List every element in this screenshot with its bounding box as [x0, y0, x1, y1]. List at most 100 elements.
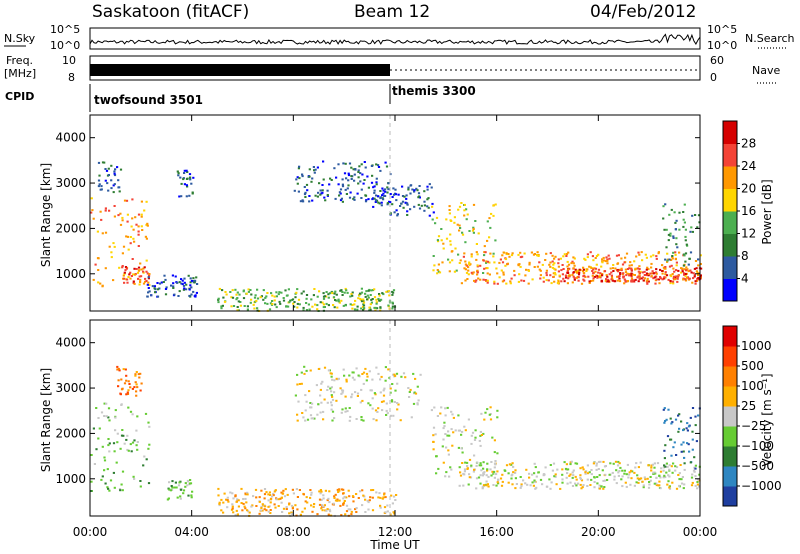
velocity-echo-cell-3-33	[313, 503, 316, 505]
velocity-echo-cell-6-14	[644, 478, 647, 481]
velocity-echo-cell-0-67	[121, 489, 124, 492]
power-echo-cell-8-7	[482, 272, 485, 274]
power-echo-cell-9-143	[663, 267, 666, 270]
velocity-echo-cell-4-2	[360, 416, 363, 418]
velocity-echo-cell-5-96	[449, 466, 452, 469]
nsearch-scale-bottom: 10^0	[707, 39, 737, 52]
power-echo-cell-8-77	[494, 203, 497, 206]
velocity-echo-cell-6-97	[643, 476, 646, 479]
power-echo-cell-10-187	[592, 277, 595, 280]
power-echo-cell-0-81	[133, 240, 136, 243]
velocity-echo-cell-3-52	[225, 498, 228, 501]
velocity-echo-cell-3-101	[281, 492, 284, 495]
power-echo-cell-9-189	[635, 255, 638, 258]
velocity-echo-cell-5-93	[460, 447, 463, 450]
power-echo-cell-10-37	[659, 268, 662, 271]
power-echo-cell-5-225	[351, 294, 354, 297]
power-echo-cell-5-137	[305, 297, 308, 300]
power-echo-cell-5-198	[368, 309, 371, 312]
power-echo-cell-5-112	[316, 308, 319, 311]
velocity-echo-cell-5-66	[461, 451, 464, 454]
velocity-echo-cell-4-29	[296, 383, 299, 386]
velocity-echo-cell-6-344	[648, 481, 651, 483]
power-echo-cell-5-58	[217, 301, 220, 304]
power-echo-cell-5-222	[274, 303, 277, 306]
velocity-y-axis-label: Slant Range [km]	[39, 368, 53, 472]
velocity-echo-cell-5-18	[435, 472, 438, 475]
power-echo-cell-3-41	[147, 276, 150, 279]
velocity-echo-cell-6-250	[535, 475, 538, 478]
power-echo-cell-10-110	[649, 272, 652, 275]
velocity-echo-cell-7-7	[678, 427, 681, 430]
velocity-echo-cell-4-24	[416, 402, 419, 405]
power-echo-cell-5-87	[237, 300, 240, 303]
power-echo-cell-0-14	[119, 212, 122, 215]
velocity-echo-cell-5-65	[494, 460, 497, 462]
velocity-echo-cell-6-266	[528, 476, 531, 479]
velocity-echo-cell-6-305	[458, 484, 461, 487]
velocity-echo-cell-3-13	[370, 489, 373, 492]
velocity-echo-cell-6-167	[652, 472, 655, 475]
power-echo-cell-10-45	[687, 277, 690, 280]
velocity-echo-cell-4-116	[301, 412, 304, 414]
power-echo-cell-9-64	[483, 267, 486, 270]
power-echo-cell-5-126	[247, 288, 250, 291]
power-echo-cell-5-164	[332, 296, 336, 299]
power-echo-field	[90, 160, 703, 312]
velocity-echo-cell-6-310	[621, 469, 624, 472]
power-echo-cell-3-62	[182, 284, 186, 287]
velocity-echo-cell-6-110	[475, 464, 478, 467]
velocity-echo-cell-0-74	[108, 450, 111, 453]
power-echo-cell-5-0	[370, 301, 373, 304]
power-echo-cell-3-74	[178, 290, 181, 293]
velocity-echo-cell-6-309	[480, 464, 483, 467]
power-echo-cell-10-33	[577, 276, 580, 279]
velocity-echo-cell-5-74	[473, 439, 477, 441]
power-echo-cell-2-11	[107, 167, 110, 170]
power-echo-cell-9-326	[541, 263, 544, 266]
cpid-program-twofsound: twofsound 3501	[94, 93, 203, 107]
power-echo-cell-6-47	[350, 166, 353, 169]
power-echo-cell-5-220	[278, 291, 281, 294]
power-echo-cell-9-327	[544, 259, 547, 261]
power-echo-cell-1-41	[123, 281, 126, 284]
power-echo-cell-8-89	[485, 260, 488, 263]
velocity-echo-cell-6-58	[463, 470, 466, 473]
power-ytick-label-1: 2000	[55, 221, 86, 235]
power-echo-cell-6-139	[358, 165, 361, 168]
velocity-echo-cell-3-123	[252, 495, 255, 498]
velocity-echo-cell-6-197	[511, 483, 514, 486]
power-echo-cell-5-255	[243, 305, 246, 307]
power-echo-cell-6-91	[295, 178, 298, 181]
power-echo-cell-10-113	[600, 279, 603, 282]
velocity-echo-cell-6-276	[580, 487, 583, 490]
power-echo-cell-9-232	[553, 271, 556, 274]
power-echo-cell-9-114	[638, 253, 641, 256]
velocity-echo-cell-1-12	[137, 373, 140, 376]
velocity-echo-cell-3-86	[244, 492, 247, 495]
velocity-echo-cell-3-198	[265, 509, 268, 512]
velocity-echo-cell-6-268	[539, 478, 543, 481]
velocity-echo-cell-6-319	[510, 474, 513, 477]
power-echo-cell-9-50	[469, 263, 472, 266]
velocity-echo-cell-3-59	[347, 508, 350, 511]
power-echo-cell-4-19	[180, 195, 183, 198]
power-echo-cell-5-178	[338, 301, 341, 304]
power-echo-cell-6-92	[319, 193, 322, 196]
power-echo-cell-8-88	[466, 213, 469, 216]
velocity-echo-cell-6-177	[525, 468, 528, 471]
power-echo-cell-1-30	[139, 281, 142, 283]
power-echo-cell-9-310	[536, 254, 539, 257]
velocity-echo-cell-2-22	[187, 494, 190, 497]
power-echo-cell-10-201	[616, 279, 619, 282]
nsky-label: N.Sky	[4, 32, 36, 45]
velocity-echo-cell-3-1	[268, 491, 271, 494]
velocity-echo-cell-4-166	[385, 414, 388, 416]
power-echo-cell-9-37	[545, 271, 548, 274]
power-echo-cell-4-7	[176, 170, 179, 173]
power-echo-cell-9-68	[586, 256, 589, 259]
power-echo-cell-3-39	[174, 275, 177, 278]
power-echo-cell-5-139	[391, 290, 394, 293]
power-echo-cell-9-125	[528, 261, 531, 264]
velocity-echo-cell-7-54	[669, 417, 672, 420]
